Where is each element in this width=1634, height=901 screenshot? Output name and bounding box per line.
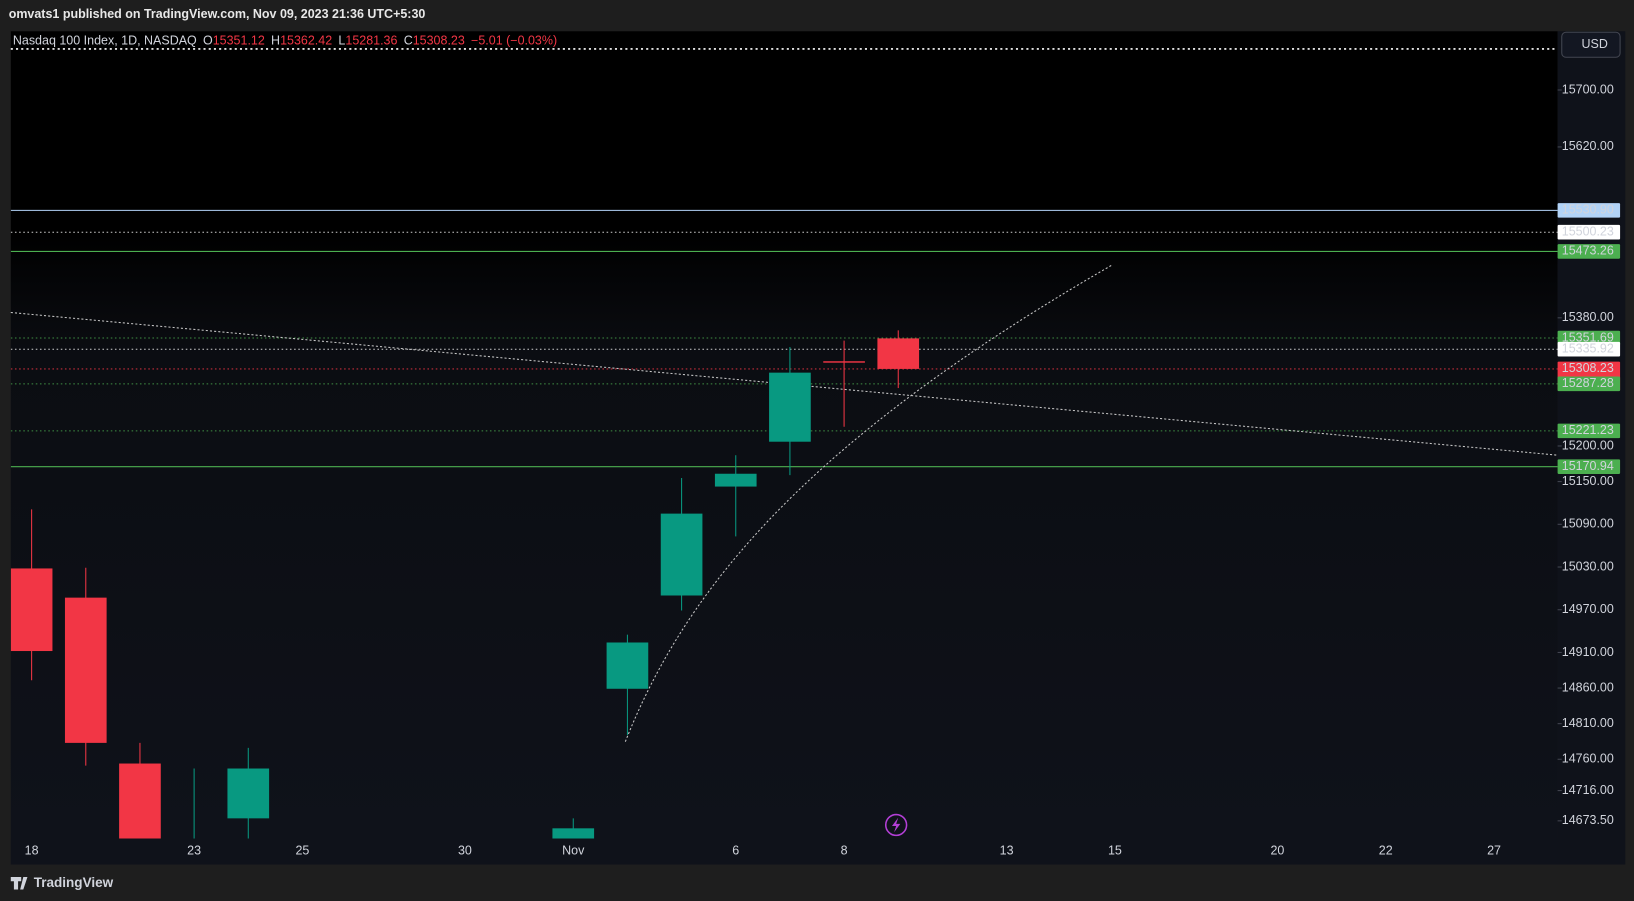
- legend-key: C: [404, 34, 413, 48]
- legend-key: O: [203, 34, 213, 48]
- level-label: 15287.28: [1562, 376, 1614, 390]
- currency-button[interactable]: [1561, 31, 1621, 58]
- legend-symbol: Nasdaq 100 Index, 1D, NASDAQ: [13, 34, 197, 48]
- level-badge: [1557, 224, 1621, 240]
- level-badge: [1557, 203, 1621, 218]
- candle-body: [64, 597, 107, 743]
- legend-value: 15281.36: [345, 34, 397, 48]
- x-tick-label: 25: [295, 843, 309, 857]
- y-tick-label: 15620.00: [1562, 139, 1614, 153]
- legend-key: L: [338, 34, 345, 48]
- candle-body: [227, 768, 270, 819]
- level-label: 15335.92: [1562, 342, 1614, 356]
- legend-value: 15308.23: [413, 34, 465, 48]
- event-icon[interactable]: [884, 813, 908, 837]
- level-badge: [1557, 459, 1621, 474]
- candle-body: [877, 338, 920, 369]
- candle-body: [606, 642, 649, 689]
- y-tick-label: 15700.00: [1562, 82, 1614, 96]
- level-badge: [1557, 244, 1621, 259]
- y-tick-label: 14673.50: [1562, 813, 1614, 827]
- level-label: 15170.94: [1562, 459, 1614, 473]
- y-tick-label: 15030.00: [1562, 559, 1614, 573]
- y-tick-label: 15200.00: [1562, 438, 1614, 452]
- x-tick-label: 20: [1270, 843, 1284, 857]
- x-tick-label: 18: [25, 843, 39, 857]
- y-tick-label: 15090.00: [1562, 517, 1614, 531]
- y-tick-label: 14760.00: [1562, 752, 1614, 766]
- y-tick-label: 14810.00: [1562, 716, 1614, 730]
- candle-body: [714, 473, 757, 487]
- x-tick-label: 30: [458, 843, 472, 857]
- legend-value: 15351.12: [213, 34, 265, 48]
- x-tick-label: 27: [1487, 843, 1501, 857]
- brand-name: TradingView: [34, 875, 114, 890]
- byline: omvats1 published on TradingView.com, No…: [9, 7, 426, 21]
- time-axis: [10, 838, 1626, 865]
- legend-key: H: [271, 34, 280, 48]
- event-icon-bolt: [891, 817, 901, 833]
- legend-change: −5.01 (−0.03%): [471, 34, 557, 48]
- level-badge: [1557, 423, 1621, 439]
- y-tick-label: 14910.00: [1562, 645, 1614, 659]
- level-label: 15221.23: [1562, 423, 1614, 437]
- candle-body: [119, 763, 161, 839]
- y-tick-label: 14860.00: [1562, 680, 1614, 694]
- candle-body: [552, 828, 595, 839]
- currency-label[interactable]: USD: [1582, 37, 1608, 51]
- x-tick-label: 13: [1000, 843, 1014, 857]
- level-badge: [1557, 341, 1621, 357]
- legend: Nasdaq 100 Index, 1D, NASDAQ O15351.12 H15…: [13, 34, 557, 48]
- level-label: 15473.26: [1562, 244, 1614, 258]
- level-label: 15308.23: [1562, 361, 1614, 375]
- candle-body: [769, 372, 811, 442]
- candle-body: [660, 513, 703, 596]
- x-tick-label: 22: [1379, 843, 1393, 857]
- y-tick-label: 14716.00: [1562, 783, 1614, 797]
- level-badge: [1557, 330, 1621, 346]
- x-tick-label: 15: [1108, 843, 1122, 857]
- y-tick-label: 15380.00: [1562, 310, 1614, 324]
- x-tick-label: 8: [841, 843, 848, 857]
- x-tick-label: Nov: [562, 843, 585, 857]
- level-label: 15351.69: [1562, 330, 1614, 344]
- level-label: 15500.23: [1562, 225, 1614, 239]
- y-tick-label: 14970.00: [1562, 602, 1614, 616]
- brand-logo: [10, 877, 28, 890]
- x-tick-label: 6: [732, 843, 739, 857]
- candle-body: [823, 361, 865, 363]
- x-tick-label: 23: [187, 843, 201, 857]
- y-tick-label: 15150.00: [1562, 474, 1614, 488]
- legend-value: 15362.42: [280, 34, 332, 48]
- level-badge: [1557, 376, 1621, 392]
- candle-body: [10, 568, 53, 652]
- level-label: 15530.90: [1562, 203, 1614, 217]
